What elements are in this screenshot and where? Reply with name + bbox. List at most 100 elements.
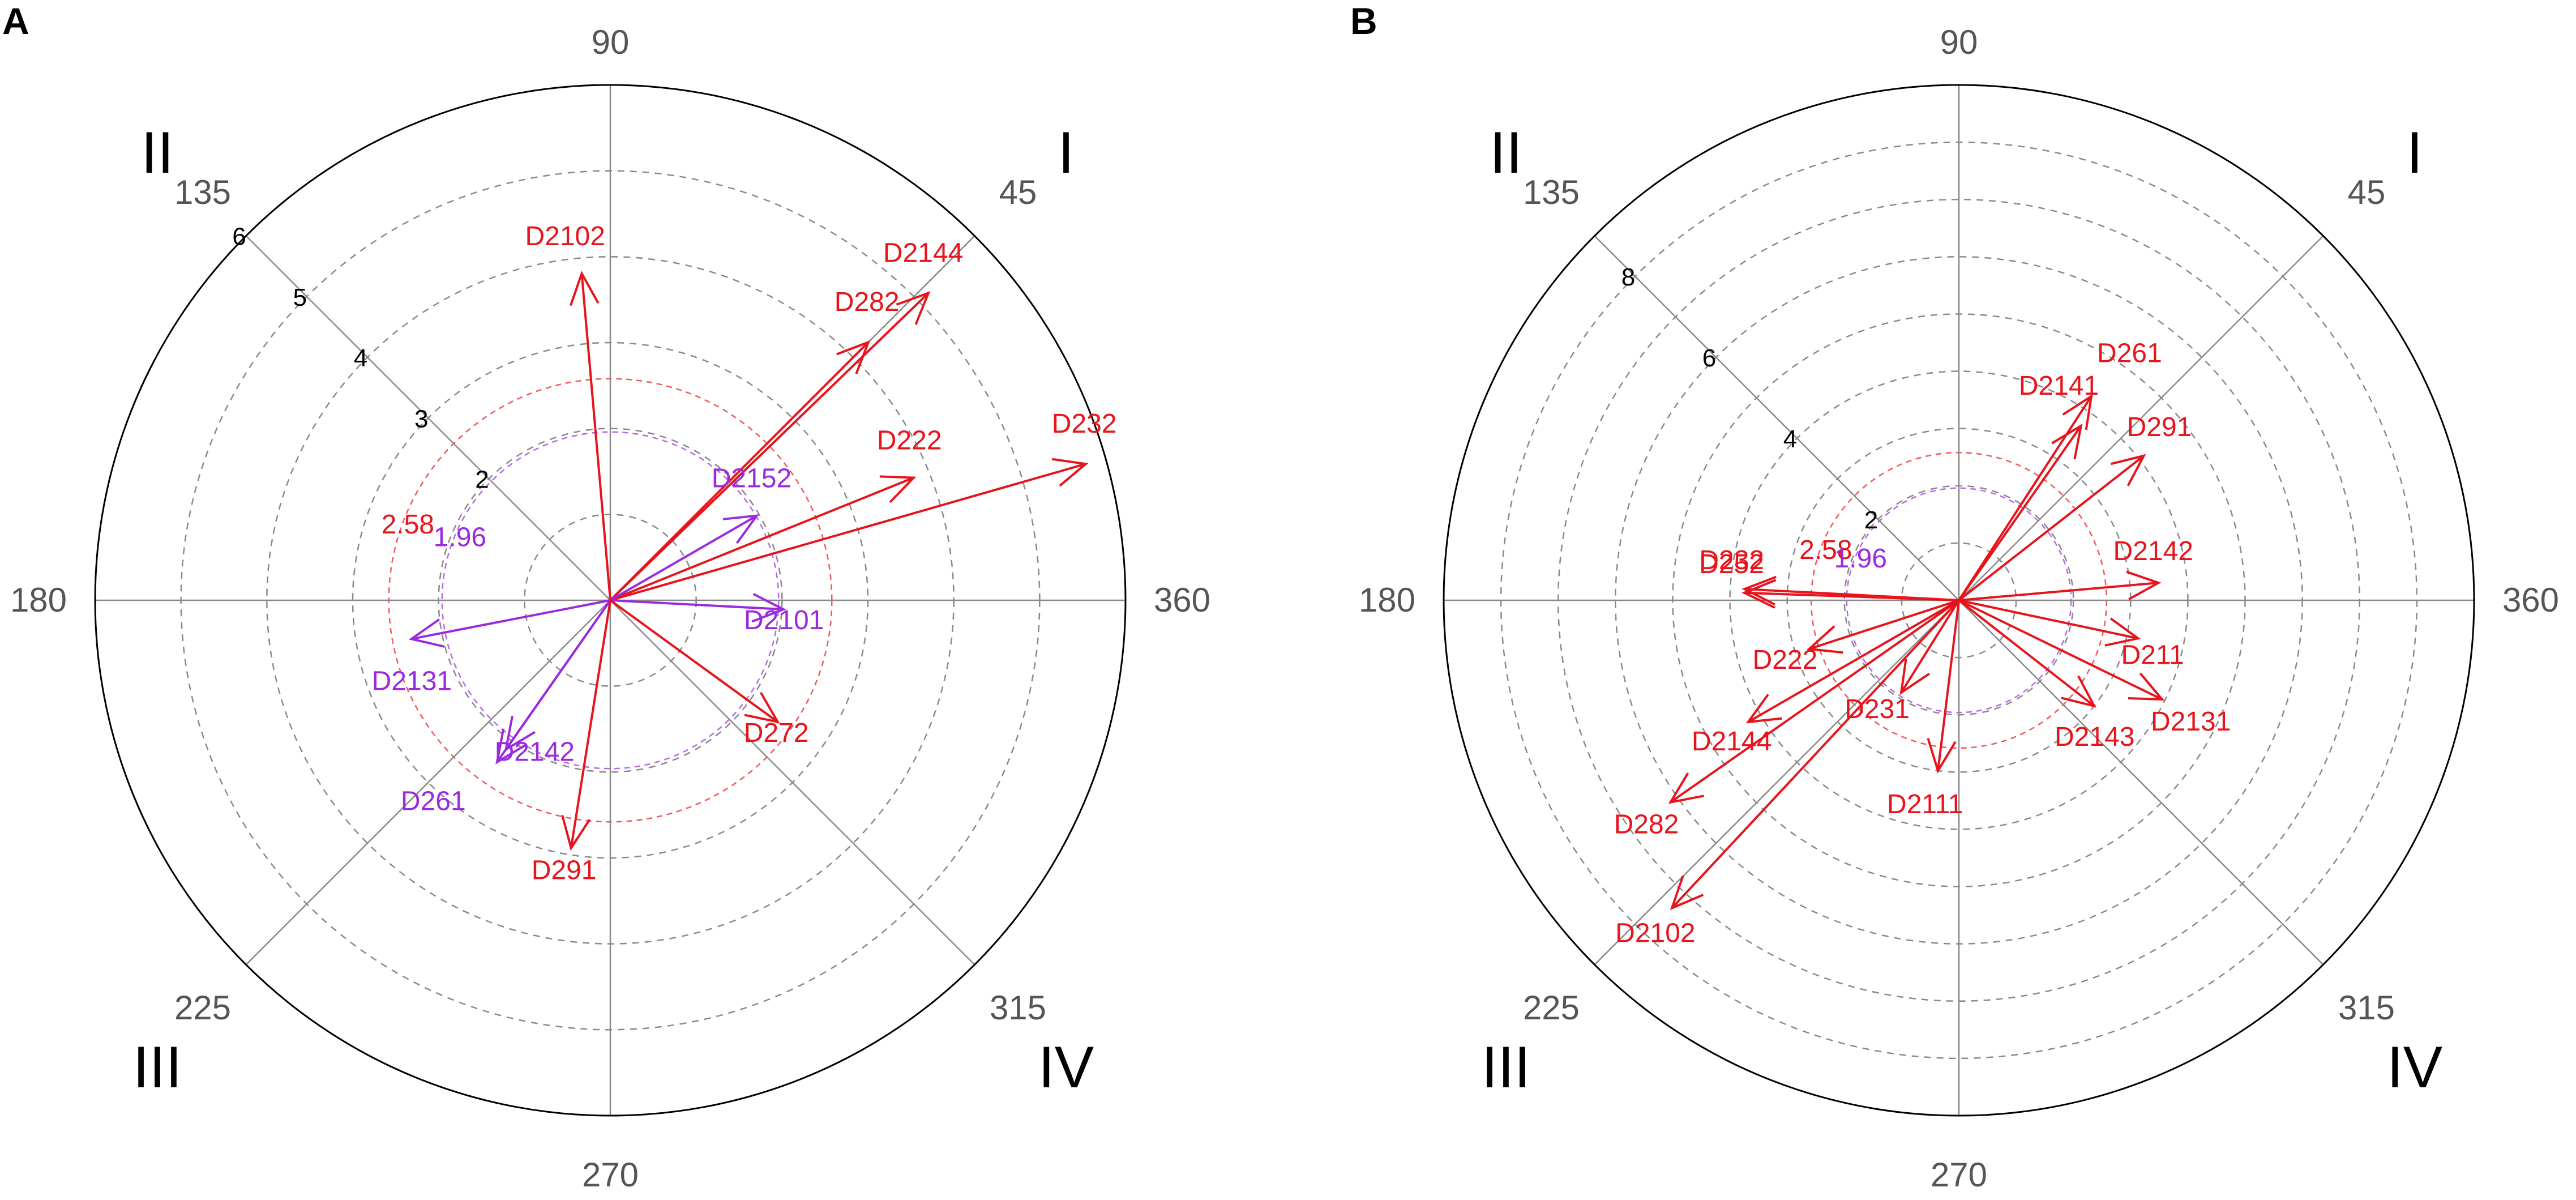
vector-label: D2152 xyxy=(712,464,791,494)
panel-letter: B xyxy=(1350,0,1377,42)
ring-tick-label: 4 xyxy=(354,344,367,372)
angle-label: 45 xyxy=(2348,173,2386,211)
vector-label: D2142 xyxy=(495,737,575,767)
angle-label: 90 xyxy=(1940,23,1978,61)
vector-arrowhead xyxy=(1899,659,1931,695)
vector-label: D282 xyxy=(835,287,900,317)
vector-D2131 xyxy=(1958,599,2163,701)
vector-arrowhead xyxy=(1052,458,1089,487)
vector-D231 xyxy=(1900,599,1960,693)
threshold-label: 1.96 xyxy=(434,523,486,553)
ring-tick-label: 8 xyxy=(1621,263,1635,291)
vector-label: D261 xyxy=(401,787,466,817)
ring-tick-label: 4 xyxy=(1783,425,1797,453)
vector-arrowhead xyxy=(1668,772,1704,804)
vector-D2101 xyxy=(610,599,784,611)
ring-tick-label: 2 xyxy=(1864,506,1878,534)
threshold-label: 2.58 xyxy=(1799,535,1852,565)
vector-arrowhead xyxy=(2104,617,2141,647)
vector-arrowhead xyxy=(1927,738,1957,774)
vector-arrowhead xyxy=(1741,579,1777,609)
vector-D211 xyxy=(1958,599,2138,640)
vector-D2152 xyxy=(609,514,758,601)
quadrant-label: I xyxy=(1058,120,1075,186)
vector-D2131 xyxy=(411,599,611,640)
vector-arrowhead xyxy=(2062,394,2093,430)
vector-arrowhead xyxy=(879,475,917,503)
angle-label: 180 xyxy=(1359,581,1415,619)
outer-circle xyxy=(1443,84,2475,1117)
quadrant-label: IV xyxy=(2387,1035,2442,1100)
vector-label: D2143 xyxy=(2055,722,2134,752)
angle-label: 225 xyxy=(1523,989,1580,1027)
outer-circle xyxy=(94,84,1127,1117)
vector-label: D272 xyxy=(744,718,809,748)
vector-label: D282 xyxy=(1614,810,1679,840)
angle-label: 270 xyxy=(1931,1156,1987,1194)
vector-D261 xyxy=(1958,395,2093,601)
vector-label: D2141 xyxy=(2019,371,2099,401)
vector-D2143 xyxy=(1958,599,2095,707)
angle-label: 135 xyxy=(174,173,231,211)
vector-D2141 xyxy=(1958,425,2082,601)
vector-arrowhead xyxy=(2110,454,2146,486)
angle-label: 315 xyxy=(2338,989,2395,1027)
vector-label: D291 xyxy=(532,855,597,885)
vector-label: D211 xyxy=(2121,640,2184,670)
vector-arrowhead xyxy=(495,728,527,765)
vector-label: D231 xyxy=(1845,694,1910,724)
angle-label: 315 xyxy=(990,989,1046,1027)
quadrant-label: IV xyxy=(1038,1035,1094,1100)
vector-D282 xyxy=(1670,599,1960,804)
vector-label: D2144 xyxy=(883,238,963,268)
quadrant-label: I xyxy=(2407,120,2423,186)
vector-arrowhead xyxy=(751,592,786,623)
vector-D232 xyxy=(610,463,1086,601)
vector-label: D2111 xyxy=(1887,789,1963,819)
vector-arrowhead xyxy=(1741,575,1777,606)
ring-tick-label: 3 xyxy=(414,405,428,433)
vector-label: D2131 xyxy=(2151,707,2231,737)
ring-tick-label: 5 xyxy=(293,284,307,311)
vector-D222 xyxy=(610,476,914,601)
vector-arrowhead xyxy=(1745,694,1782,724)
vector-label: D232 xyxy=(1699,545,1764,575)
vector-D261 xyxy=(496,599,611,763)
quadrant-label: II xyxy=(141,120,174,186)
threshold-label: 2.58 xyxy=(382,510,434,540)
vector-D272 xyxy=(609,599,778,723)
vector-arrowhead xyxy=(1670,876,1704,911)
threshold-label: 1.96 xyxy=(1834,544,1887,574)
vector-D222 xyxy=(1808,599,1959,650)
vector-label: D2101 xyxy=(744,605,824,635)
vector-label: D222 xyxy=(1753,645,1818,675)
angle-label: 360 xyxy=(1154,581,1210,619)
vector-arrowhead xyxy=(2051,423,2083,460)
vector-arrowhead xyxy=(836,340,871,374)
vector-label: D232 xyxy=(1052,409,1117,439)
angle-label: 180 xyxy=(10,581,67,619)
ring-tick-label: 6 xyxy=(1702,344,1716,372)
vector-D291 xyxy=(1958,455,2145,601)
vector-D2142 xyxy=(1958,582,2159,601)
vector-arrowhead xyxy=(722,514,760,544)
vector-label: D2102 xyxy=(1615,919,1695,949)
ring-tick-label: 6 xyxy=(232,223,246,251)
vector-D291 xyxy=(570,600,611,848)
vector-label: D2102 xyxy=(525,221,605,251)
ring-tick-label: 2 xyxy=(475,466,489,494)
vector-arrowhead xyxy=(561,814,591,851)
vector-D232 xyxy=(1744,588,1959,601)
vector-arrowhead xyxy=(2128,672,2165,701)
vector-label: D2144 xyxy=(1692,727,1771,757)
vector-D2144 xyxy=(1747,599,1959,723)
quadrant-label: III xyxy=(1482,1035,1531,1100)
panel-letter: A xyxy=(2,0,29,42)
quadrant-label: II xyxy=(1490,120,1522,186)
vector-label: D252 xyxy=(1699,549,1764,579)
vector-label: D2131 xyxy=(372,666,452,696)
quadrant-label: III xyxy=(133,1035,182,1100)
vector-D2102 xyxy=(580,273,611,601)
